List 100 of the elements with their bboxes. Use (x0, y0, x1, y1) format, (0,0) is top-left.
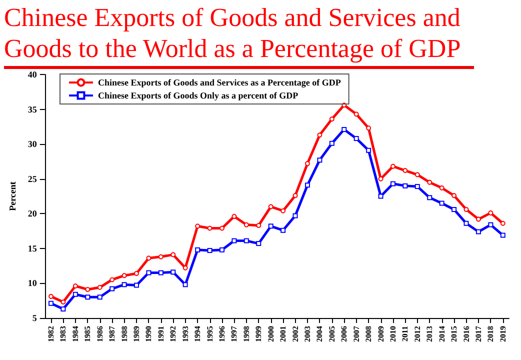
y-tick-label: 15 (28, 243, 38, 254)
chart-title: Chinese Exports of Goods and Services and Goods to the World as a Percentage of GDP (4, 2, 474, 69)
x-tick-label: 1989 (132, 326, 141, 342)
point (232, 214, 237, 219)
point (268, 204, 274, 210)
point (219, 226, 224, 231)
point (292, 193, 298, 198)
point (195, 224, 200, 229)
x-tick-label: 1996 (217, 326, 226, 342)
point (134, 270, 139, 276)
point (60, 306, 66, 312)
point (329, 140, 334, 146)
x-tick-label: 1991 (156, 326, 166, 342)
point (390, 164, 396, 169)
point (464, 220, 469, 226)
x-tick-label: 2018 (486, 326, 496, 342)
x-tick-label: 2014 (437, 326, 446, 342)
point (232, 238, 237, 244)
legend-label: Chinese Exports of Goods and Services as a Percentage of GDP (98, 78, 342, 88)
point (207, 226, 212, 231)
point (158, 254, 164, 260)
point (329, 116, 334, 122)
point (48, 300, 54, 306)
point (256, 241, 262, 246)
point (500, 232, 506, 238)
point (60, 300, 66, 304)
point (317, 158, 322, 163)
x-tick-label: 2015 (450, 326, 459, 342)
point (427, 180, 432, 185)
point (182, 282, 188, 288)
x-tick-label: 1999 (254, 326, 264, 342)
point (244, 238, 249, 244)
point (158, 270, 164, 276)
point (500, 220, 506, 226)
point (170, 252, 176, 258)
x-tick-label: 2007 (352, 326, 361, 342)
point (195, 247, 200, 252)
point (256, 222, 262, 228)
point (366, 148, 372, 153)
x-tick-label: 1988 (120, 326, 129, 342)
point (72, 284, 78, 288)
x-tick-label: 1983 (58, 326, 68, 342)
point (366, 126, 372, 131)
point (439, 200, 444, 206)
point (304, 161, 310, 166)
point (414, 172, 420, 178)
point (85, 294, 90, 300)
point (48, 294, 54, 299)
x-tick-label: 1995 (205, 326, 214, 342)
point (476, 229, 481, 234)
point (207, 248, 212, 254)
point (244, 222, 249, 228)
point (85, 286, 90, 292)
point (268, 224, 274, 229)
point (122, 282, 127, 288)
x-tick-label: 1987 (108, 326, 117, 342)
point (354, 136, 359, 142)
point (390, 181, 396, 186)
y-axis-title: Percent (8, 182, 18, 211)
point (317, 132, 322, 138)
point (427, 195, 432, 200)
y-tick-label: 10 (28, 278, 38, 288)
y-tick-label: 25 (28, 174, 38, 184)
x-tick-label: 2003 (302, 326, 312, 342)
x-tick-label: 1993 (180, 326, 190, 342)
point (476, 216, 481, 222)
point (402, 183, 408, 188)
point (134, 282, 139, 288)
x-tick-label: 1997 (230, 326, 239, 342)
point (97, 294, 102, 300)
point (280, 208, 286, 214)
point (280, 228, 286, 233)
point (378, 194, 384, 199)
legend-label: Chinese Exports of Goods Only as a percent of GDP (98, 90, 299, 100)
point (439, 185, 444, 190)
point (110, 277, 115, 282)
y-tick-label: 30 (28, 139, 38, 150)
point (170, 270, 176, 275)
x-tick-label: 2006 (340, 326, 349, 342)
x-tick-label: 2001 (278, 326, 288, 342)
point (488, 222, 494, 228)
point (292, 213, 298, 218)
x-tick-label: 2002 (290, 326, 300, 342)
x-tick-label: 1986 (95, 326, 104, 342)
x-tick-label: 2017 (474, 326, 483, 342)
point (72, 292, 78, 297)
y-tick-label: 5 (32, 313, 38, 323)
x-tick-label: 2010 (388, 326, 398, 342)
point (402, 168, 408, 174)
x-tick-label: 1984 (70, 326, 80, 342)
point (146, 256, 152, 261)
point (354, 112, 359, 117)
y-tick-label: 20 (28, 208, 38, 219)
x-tick-label: 1985 (83, 326, 92, 342)
point (414, 184, 420, 190)
x-tick-label: 1982 (46, 326, 56, 342)
x-tick-label: 2013 (425, 326, 434, 342)
point (219, 247, 224, 252)
x-tick-label: 2009 (376, 326, 386, 342)
y-tick-label: 40 (28, 70, 38, 80)
